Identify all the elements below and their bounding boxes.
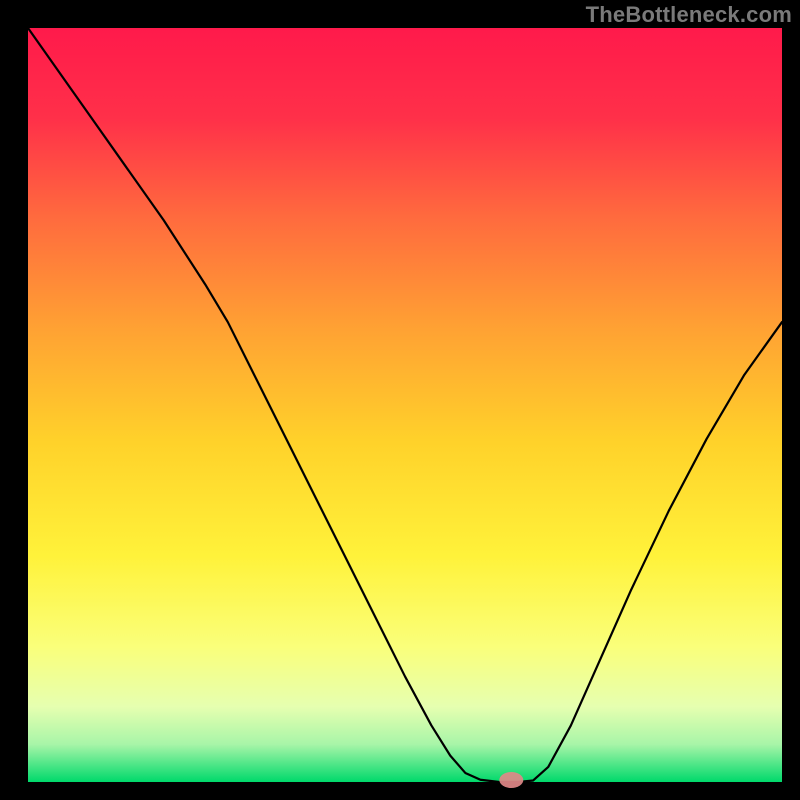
chart-container: TheBottleneck.com	[0, 0, 800, 800]
watermark-text: TheBottleneck.com	[586, 2, 792, 28]
bottleneck-chart	[0, 0, 800, 800]
